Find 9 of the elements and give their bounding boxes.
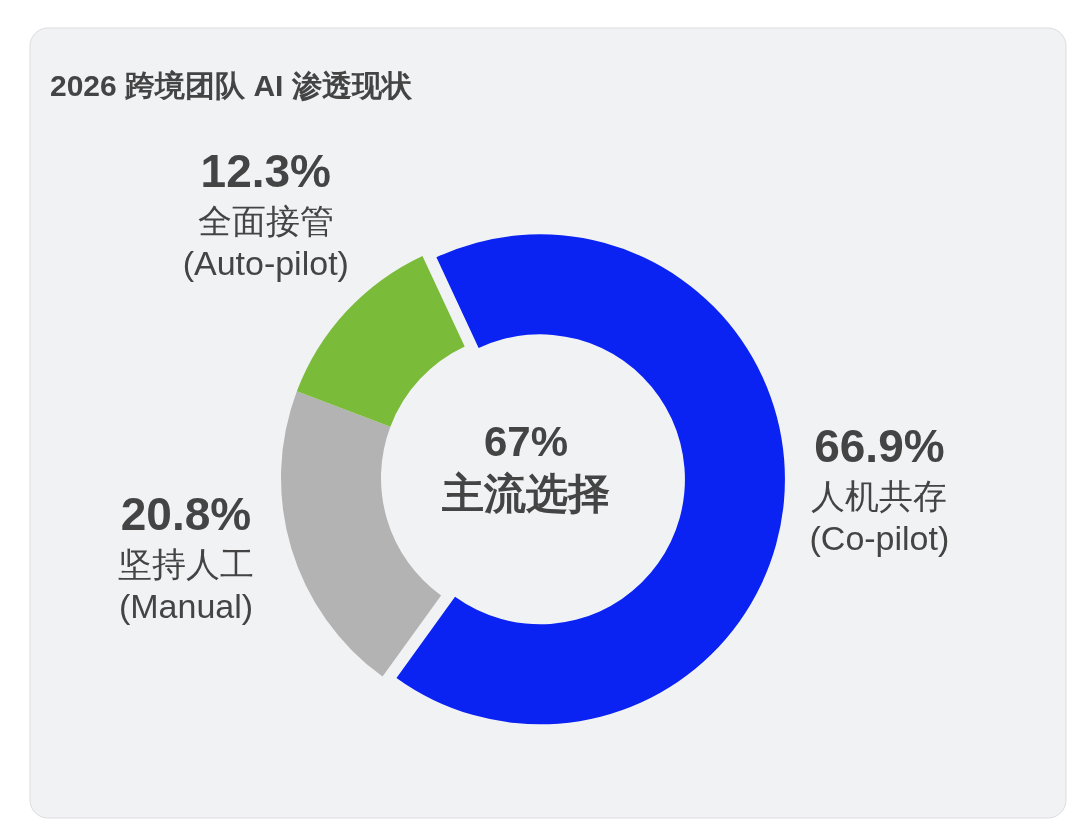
data-label: 20.8% — [120, 488, 252, 541]
slice-label: 人机共存 (Co-pilot) — [809, 476, 950, 557]
slice-label: 全面接管 (Auto-pilot) — [182, 201, 349, 282]
slice-label: 坚持人工 (Manual) — [118, 545, 255, 626]
data-label: 66.9% — [814, 419, 945, 472]
text: 主流选择 — [441, 470, 610, 517]
chart-title: 2026 跨境团队 AI 渗透现状 — [50, 69, 413, 102]
data-label: 12.3% — [200, 144, 331, 197]
text: 67% — [483, 418, 569, 465]
